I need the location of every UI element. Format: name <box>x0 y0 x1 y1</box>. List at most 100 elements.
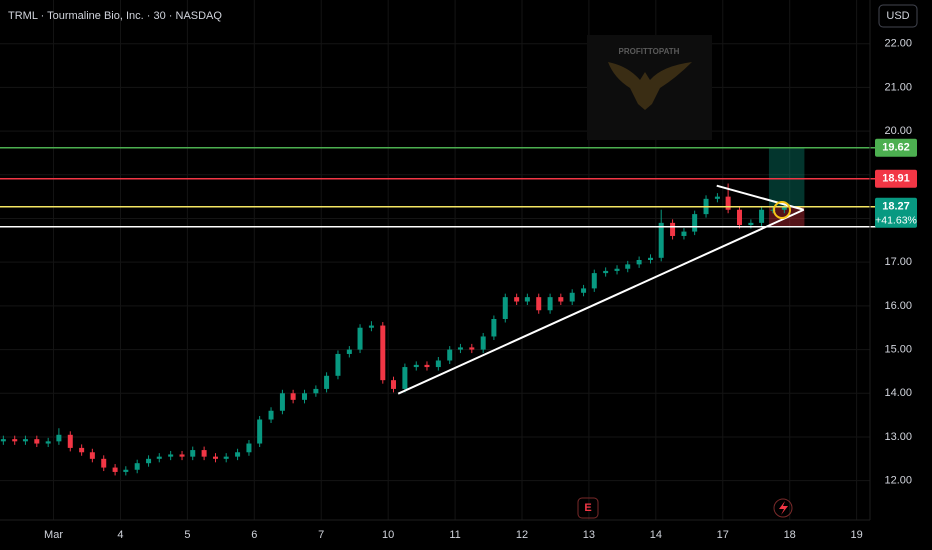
candle-body <box>223 456 229 459</box>
currency-button[interactable] <box>878 4 918 28</box>
candle-body <box>502 297 508 319</box>
candle-body <box>34 439 40 444</box>
watermark-eagle <box>608 62 692 110</box>
candle-body <box>268 410 274 420</box>
candle-body <box>45 441 51 444</box>
candle-body <box>0 439 6 442</box>
candle-body <box>335 353 341 376</box>
y-tick-label: 20.00 <box>884 125 912 137</box>
candle-body <box>670 222 676 236</box>
candle-body <box>368 325 374 328</box>
candle-body <box>380 325 386 381</box>
candle-body <box>514 297 520 302</box>
candle-body <box>112 467 118 472</box>
candle-body <box>547 297 553 311</box>
axes: 12.0013.0014.0015.0016.0017.0018.0019.00… <box>44 38 917 541</box>
candle-body <box>469 347 475 350</box>
y-tick-label: 16.00 <box>884 300 912 312</box>
y-tick-label: 13.00 <box>884 431 912 443</box>
price-change-label: +41.63% <box>875 214 917 226</box>
candle-body <box>357 327 363 350</box>
price-level-label: 18.27 <box>882 201 910 213</box>
x-tick-label: 17 <box>717 529 729 541</box>
price-level-label: 18.91 <box>882 173 910 185</box>
candle-body <box>313 388 319 394</box>
position-target <box>768 147 805 207</box>
x-tick-label: 19 <box>850 529 862 541</box>
candle-body <box>290 393 296 400</box>
candle-body <box>279 393 285 411</box>
candle-body <box>480 336 486 350</box>
y-tick-label: 22.00 <box>884 38 912 50</box>
candle-body <box>714 196 720 199</box>
candle-body <box>22 439 28 442</box>
candle-body <box>457 347 463 350</box>
candle-body <box>524 297 530 302</box>
y-tick-label: 12.00 <box>884 475 912 487</box>
candle-body <box>603 270 609 274</box>
candle-body <box>748 222 754 226</box>
y-tick-label: 17.00 <box>884 256 912 268</box>
candle-body <box>168 454 174 457</box>
x-tick-label: Mar <box>44 529 63 541</box>
candle-body <box>190 450 196 457</box>
currency-label: USD <box>886 10 909 22</box>
candle-body <box>591 273 597 289</box>
x-tick-label: 14 <box>650 529 662 541</box>
earnings-icon[interactable] <box>577 497 599 519</box>
candle-body <box>569 292 575 302</box>
x-tick-label: 6 <box>251 529 257 541</box>
candle-body <box>725 196 731 210</box>
candle-body <box>235 452 241 457</box>
symbol-title: TRML · Tourmaline Bio, Inc. · 30 · NASDA… <box>8 10 222 22</box>
price-level-label-bg <box>875 197 917 228</box>
price-level-label-bg <box>875 169 917 188</box>
candle-body <box>625 264 631 269</box>
candle-body <box>246 443 252 453</box>
candle-body <box>156 456 162 459</box>
candle-body <box>302 393 307 400</box>
candle-body <box>424 364 430 368</box>
candle-body <box>435 360 441 368</box>
candle-body <box>647 257 653 260</box>
candle-body <box>770 209 776 211</box>
x-tick-label: 11 <box>449 529 460 541</box>
price-level-label: 19.62 <box>882 142 910 154</box>
candle-body <box>146 458 152 464</box>
candle-body <box>636 260 642 265</box>
candle-body <box>324 375 330 389</box>
candle-body <box>79 447 85 453</box>
candle-body <box>447 349 453 361</box>
candle-body <box>89 452 95 459</box>
watermark-text: PROFITTOPATH <box>619 47 680 56</box>
candle-body <box>536 297 542 311</box>
candle-body <box>12 439 18 442</box>
candle-body <box>759 209 765 223</box>
candle-body <box>491 318 497 337</box>
candle-body <box>781 206 787 210</box>
candle-body <box>402 367 408 389</box>
candle-body <box>346 349 352 354</box>
grid <box>0 0 870 520</box>
candle-body <box>134 463 140 470</box>
candle-body <box>257 419 263 444</box>
candle-body <box>737 209 742 226</box>
x-tick-label: 10 <box>382 529 394 541</box>
candle-body <box>658 222 664 258</box>
candle-body <box>558 297 564 302</box>
dividend-icon[interactable] <box>773 498 793 518</box>
y-tick-label: 21.00 <box>884 81 912 93</box>
x-tick-label: 4 <box>117 529 123 541</box>
candle-body <box>614 268 620 271</box>
trendline <box>397 208 805 395</box>
candle-body <box>681 231 687 236</box>
y-tick-label: 14.00 <box>884 387 912 399</box>
candle-body <box>123 469 129 472</box>
x-tick-label: 5 <box>184 529 190 541</box>
plot <box>0 146 916 476</box>
price-level-label-bg <box>875 138 917 157</box>
earnings-icon-glyph: E <box>584 502 591 514</box>
x-tick-label: 13 <box>583 529 595 541</box>
candle-body <box>67 434 73 448</box>
